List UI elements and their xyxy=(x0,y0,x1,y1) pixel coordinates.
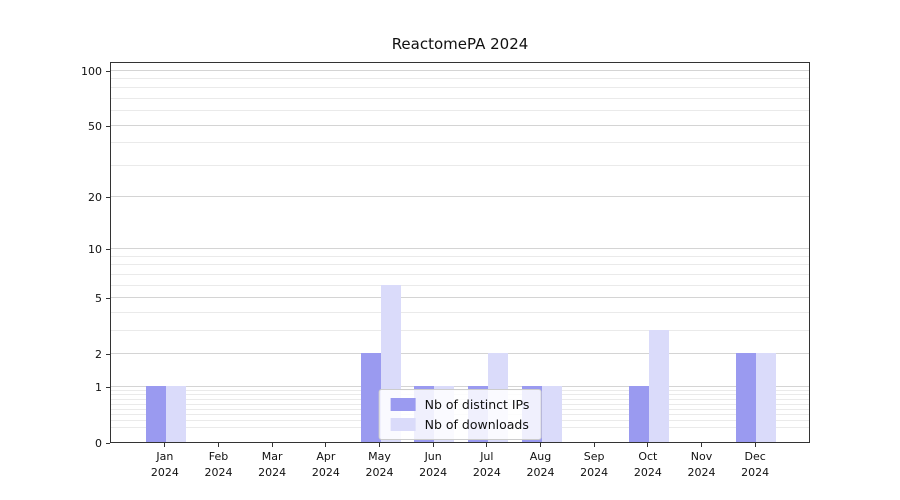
bar-distinct-ips-dec xyxy=(736,353,757,442)
x-tick-mark xyxy=(325,443,327,447)
x-tick-mark xyxy=(432,443,434,447)
legend-label-downloads: Nb of downloads xyxy=(424,417,529,432)
x-tick-mark xyxy=(218,443,219,447)
x-tick-mark xyxy=(593,443,595,447)
bar-distinct-ips-may xyxy=(360,353,381,442)
bar-distinct-ips-oct xyxy=(628,386,649,442)
y-tick-label: 20 xyxy=(88,191,102,205)
y-tick-mark xyxy=(106,353,110,355)
gridline-minor xyxy=(111,329,809,331)
y-tick-mark xyxy=(106,442,110,444)
x-tick-label: Nov 2024 xyxy=(687,450,716,479)
plot-area: Nb of distinct IPs Nb of downloads xyxy=(110,62,810,443)
gridline-minor xyxy=(111,97,809,99)
x-tick-mark xyxy=(164,443,166,447)
gridline-minor xyxy=(111,255,809,257)
gridline-major xyxy=(111,69,809,71)
gridline-minor xyxy=(111,164,809,166)
gridline-minor xyxy=(111,311,809,313)
gridline-minor xyxy=(111,264,809,266)
x-tick-label: Sep 2024 xyxy=(580,450,609,479)
gridline-major xyxy=(111,124,809,126)
x-tick-label: May 2024 xyxy=(365,450,394,479)
y-tick-label: 2 xyxy=(95,347,102,361)
legend-swatch-distinct-ips xyxy=(390,398,416,411)
x-tick-mark xyxy=(271,443,273,447)
y-tick-label: 0 xyxy=(95,436,102,450)
y-tick-mark xyxy=(106,125,110,127)
gridline-major xyxy=(111,385,809,387)
bar-distinct-ips-jan xyxy=(145,386,166,442)
gridline-minor xyxy=(111,273,809,275)
gridline-minor xyxy=(111,284,809,286)
y-tick-label: 100 xyxy=(81,64,102,78)
legend-label-distinct-ips: Nb of distinct IPs xyxy=(424,397,530,412)
bar-downloads-dec xyxy=(756,353,777,442)
legend-item-downloads: Nb of downloads xyxy=(390,417,530,432)
legend: Nb of distinct IPs Nb of downloads xyxy=(378,389,542,440)
legend-item-distinct-ips: Nb of distinct IPs xyxy=(390,397,530,412)
x-tick-label: Jan 2024 xyxy=(150,450,179,479)
x-tick-label: Dec 2024 xyxy=(741,450,770,479)
gridline-minor xyxy=(111,142,809,144)
bars-layer xyxy=(111,63,809,442)
gridline-minor xyxy=(111,110,809,112)
gridline-major xyxy=(111,297,809,299)
bar-downloads-jan xyxy=(165,386,186,442)
x-tick-mark xyxy=(701,443,702,447)
x-tick-mark xyxy=(540,443,541,447)
y-tick-mark xyxy=(106,386,110,388)
x-tick-mark xyxy=(754,443,756,447)
x-tick-mark xyxy=(379,443,380,447)
gridline-minor xyxy=(111,87,809,89)
x-tick-label: Oct 2024 xyxy=(633,450,662,479)
y-tick-label: 50 xyxy=(88,119,102,133)
y-tick-label: 5 xyxy=(95,292,102,306)
bar-downloads-oct xyxy=(648,330,669,442)
gridline-minor xyxy=(111,77,809,79)
x-tick-label: Mar 2024 xyxy=(258,450,287,479)
legend-swatch-downloads xyxy=(390,418,416,431)
y-tick-mark xyxy=(106,298,110,300)
gridline-major xyxy=(111,248,809,250)
gridline-major xyxy=(111,196,809,198)
x-tick-label: Jun 2024 xyxy=(419,450,448,479)
bar-downloads-aug xyxy=(541,386,562,442)
x-tick-mark xyxy=(647,443,649,447)
gridline-major xyxy=(111,352,809,354)
y-tick-mark xyxy=(106,197,110,199)
x-tick-label: Aug 2024 xyxy=(526,450,555,479)
x-tick-label: Apr 2024 xyxy=(311,450,340,479)
x-tick-mark xyxy=(486,443,488,447)
x-tick-label: Jul 2024 xyxy=(472,450,501,479)
x-tick-label: Feb 2024 xyxy=(204,450,233,479)
y-tick-mark xyxy=(106,249,110,251)
y-tick-label: 10 xyxy=(88,243,102,257)
chart-title: ReactomePA 2024 xyxy=(391,35,529,53)
y-tick-mark xyxy=(106,70,110,72)
y-tick-label: 1 xyxy=(95,380,102,394)
